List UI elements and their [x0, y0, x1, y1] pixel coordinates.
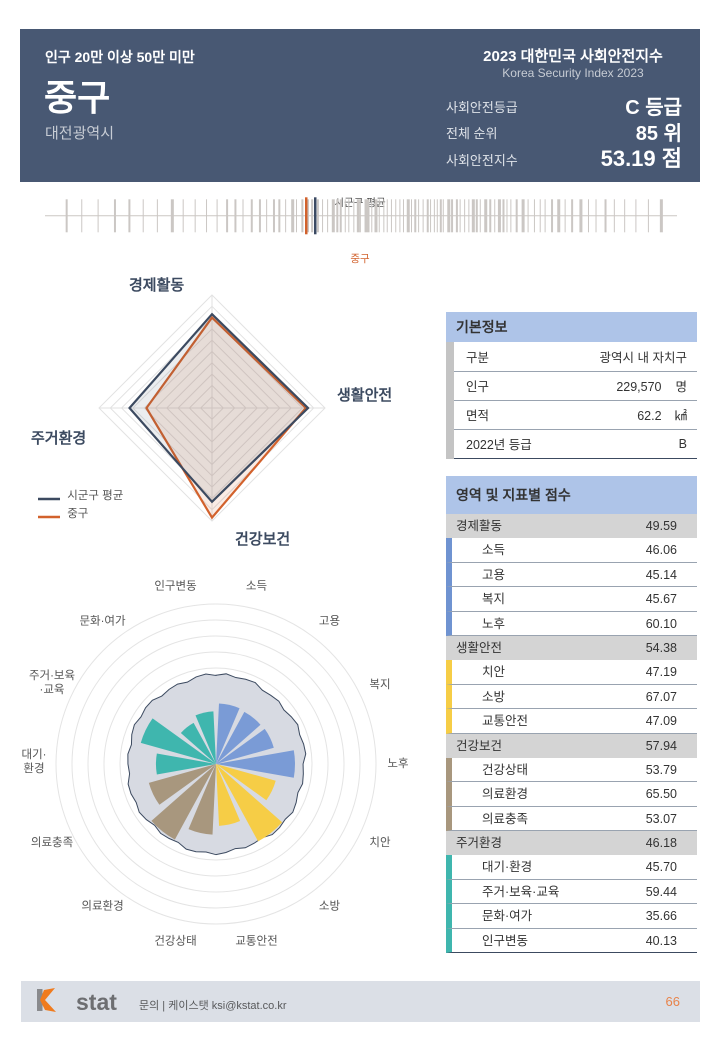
svg-text:교통안전: 교통안전 [235, 934, 277, 947]
svg-text:의료충족: 의료충족 [31, 836, 73, 849]
svg-text:주거·보육·교육: 주거·보육 ·교육 [29, 669, 75, 696]
svg-text:대기·환경: 대기· 환경 [22, 748, 47, 775]
svg-text:소방: 소방 [319, 899, 341, 912]
svg-text:의료환경: 의료환경 [81, 898, 123, 912]
svg-text:치안: 치안 [369, 836, 391, 849]
svg-text:고용: 고용 [319, 615, 340, 628]
svg-text:노후: 노후 [387, 757, 408, 770]
svg-text:복지: 복지 [369, 678, 390, 691]
svg-text:인구변동: 인구변동 [154, 580, 196, 593]
svg-text:소득: 소득 [246, 580, 267, 593]
svg-text:건강상태: 건강상태 [154, 934, 196, 947]
svg-text:문화·여가: 문화·여가 [79, 615, 126, 628]
